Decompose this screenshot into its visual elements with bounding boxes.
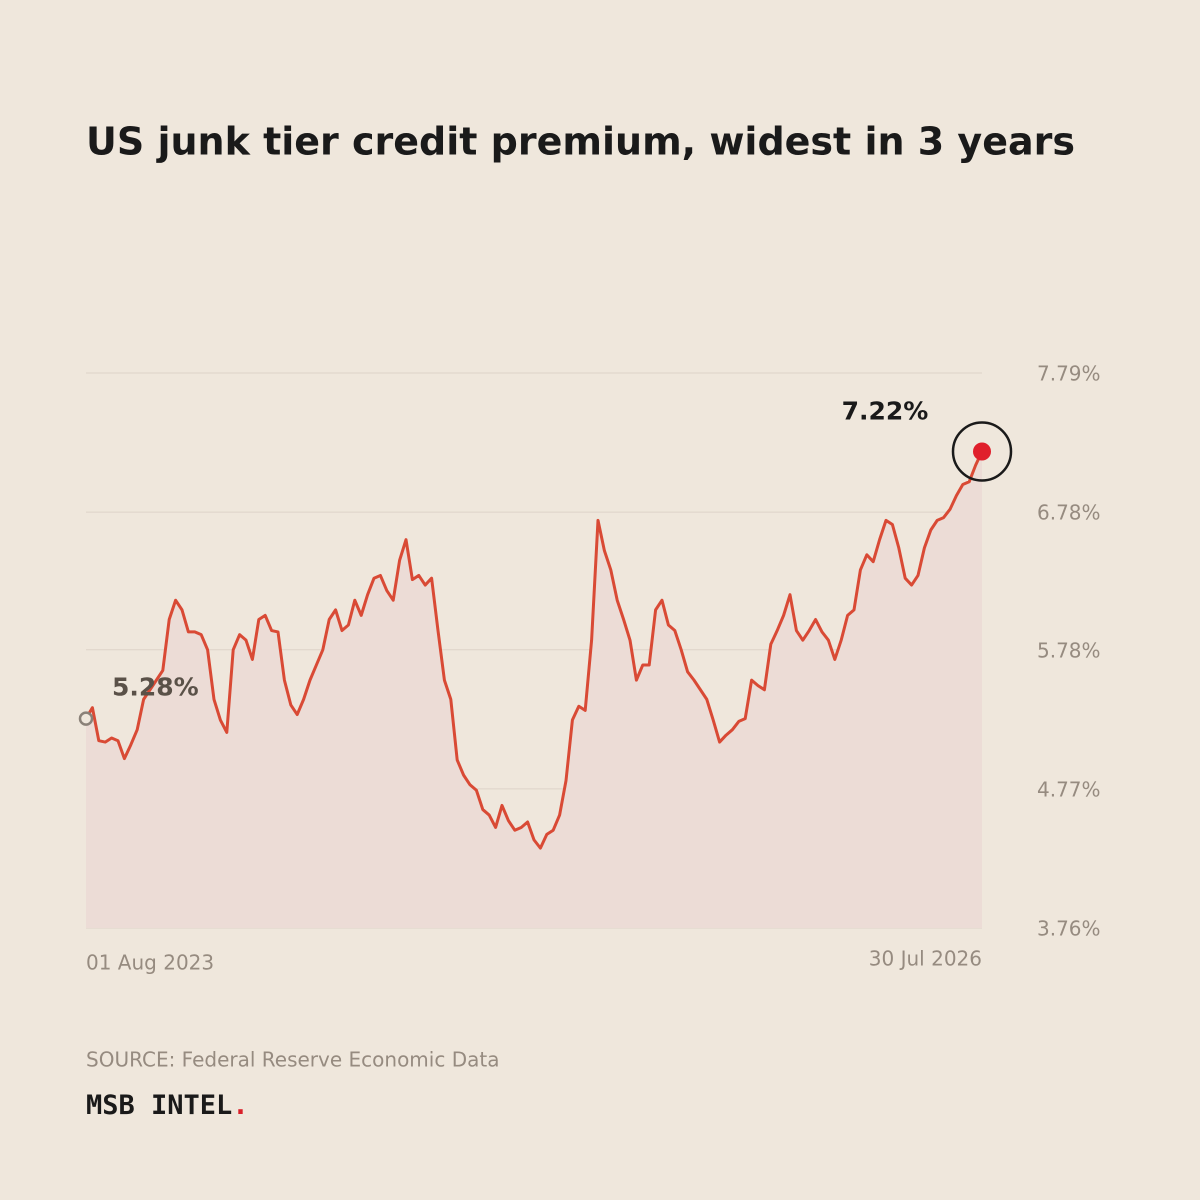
y-tick-label: 6.78% — [1037, 501, 1101, 525]
y-tick-label: 5.78% — [1037, 638, 1101, 662]
x-tick-label: 30 Jul 2026 — [869, 947, 982, 971]
y-tick-label: 3.76% — [1037, 917, 1101, 941]
brand-name: MSB INTEL — [86, 1090, 232, 1121]
value-label: 7.22% — [842, 396, 929, 425]
source: SOURCE: Federal Reserve Economic Data — [86, 1048, 499, 1072]
brand: MSB INTEL. — [86, 1090, 249, 1121]
end-marker — [973, 442, 991, 461]
line — [84, 450, 984, 850]
y-tick-label: 4.77% — [1037, 777, 1101, 801]
chart-title: US junk tier credit premium, widest in 3… — [86, 120, 1075, 164]
start-marker — [78, 711, 94, 726]
area — [86, 451, 982, 928]
x-tick-label: 01 Aug 2023 — [86, 951, 214, 975]
y-tick-label: 7.79% — [1037, 362, 1101, 386]
end-ring — [951, 421, 1013, 482]
value-label: 5.28% — [112, 673, 199, 702]
brand-mark: . — [232, 1090, 248, 1121]
